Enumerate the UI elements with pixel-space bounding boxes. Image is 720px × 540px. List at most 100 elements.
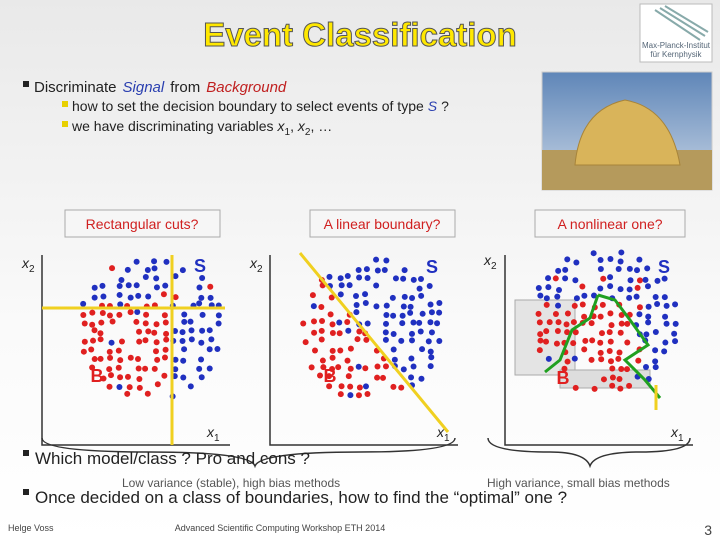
event-dot [127, 309, 134, 316]
event-dot [618, 311, 625, 318]
event-dot [151, 265, 158, 272]
event-dot [382, 329, 389, 336]
event-dot [633, 293, 640, 300]
event-dot [600, 376, 607, 383]
event-dot [198, 339, 205, 346]
event-dot [374, 374, 381, 381]
event-dot [347, 365, 354, 372]
event-dot [117, 374, 124, 381]
event-dot [598, 330, 605, 337]
event-dot [545, 355, 552, 362]
event-dot [118, 276, 125, 283]
event-dot [607, 256, 614, 263]
event-dot [579, 283, 586, 290]
event-dot [179, 329, 186, 336]
event-dot [661, 294, 668, 301]
event-dot [400, 275, 407, 282]
event-dot [81, 338, 88, 345]
event-dot [196, 300, 203, 307]
event-dot [597, 349, 604, 356]
logo: Max-Planck-Institut für Kernphysik [639, 3, 713, 63]
signal-label: S [194, 256, 206, 276]
event-dot [329, 347, 336, 354]
event-dot [356, 384, 363, 391]
event-dot [410, 319, 417, 326]
event-dot [652, 358, 659, 365]
event-dot [543, 328, 550, 335]
event-dot [355, 363, 362, 370]
event-dot [355, 266, 362, 273]
label-box [64, 209, 221, 238]
note: Low variance (stable), high bias methods [122, 476, 340, 490]
event-dot [207, 283, 214, 290]
event-dot [126, 384, 133, 391]
event-dot [99, 282, 106, 289]
event-dot [91, 356, 98, 363]
event-dot [607, 358, 614, 365]
event-dot [607, 274, 614, 281]
event-dot [318, 327, 325, 334]
event-dot [116, 282, 123, 289]
event-dot [97, 336, 104, 343]
event-dot [318, 336, 325, 343]
event-dot [347, 383, 354, 390]
sub-bullets: how to set the decision boundary to sele… [62, 98, 449, 138]
event-dot [654, 277, 661, 284]
event-dot [107, 354, 114, 361]
event-dot [136, 328, 143, 335]
event-dot [383, 311, 390, 318]
x-axis-label: x1 [436, 424, 450, 444]
event-dot [537, 292, 544, 299]
event-dot [363, 336, 370, 343]
event-dot [151, 365, 158, 372]
event-dot [198, 374, 205, 381]
event-dot [426, 283, 433, 290]
event-dot [571, 355, 578, 362]
event-dot [390, 330, 397, 337]
event-dot [398, 384, 405, 391]
event-dot [308, 364, 315, 371]
event-dot [109, 265, 116, 272]
event-dot [418, 292, 425, 299]
event-dot [153, 321, 160, 328]
signal-word: Signal [123, 79, 165, 96]
event-dot [336, 330, 343, 337]
event-dot [161, 372, 168, 379]
event-dot [162, 346, 169, 353]
conclusion: Once decided on a class of boundaries, h… [35, 488, 567, 507]
event-dot [310, 303, 317, 310]
event-dot [427, 301, 434, 308]
event-dot [636, 311, 643, 318]
event-dot [581, 346, 588, 353]
event-dot [389, 294, 396, 301]
event-dot [180, 357, 187, 364]
event-dot [399, 320, 406, 327]
text: Discriminate [34, 79, 117, 96]
event-dot [89, 321, 96, 328]
event-dot [151, 329, 158, 336]
haystack-photo [541, 71, 713, 191]
brace [41, 437, 456, 469]
event-dot [326, 373, 333, 380]
event-dot [626, 294, 633, 301]
event-dot [116, 311, 123, 318]
event-dot [615, 265, 622, 272]
event-dot [427, 363, 434, 370]
event-dot [597, 313, 604, 320]
background-word: Background [206, 79, 287, 96]
event-dot [151, 258, 158, 265]
event-dot [337, 275, 344, 282]
signal-label: S [426, 257, 438, 277]
event-dot [153, 275, 160, 282]
event-dot [399, 312, 406, 319]
event-dot [555, 267, 562, 274]
event-dot [188, 327, 195, 334]
event-dot [337, 291, 344, 298]
boundary [298, 252, 450, 433]
event-dot [383, 320, 390, 327]
event-dot [652, 347, 659, 354]
event-dot [635, 357, 642, 364]
event-dot [206, 365, 213, 372]
event-dot [145, 293, 152, 300]
